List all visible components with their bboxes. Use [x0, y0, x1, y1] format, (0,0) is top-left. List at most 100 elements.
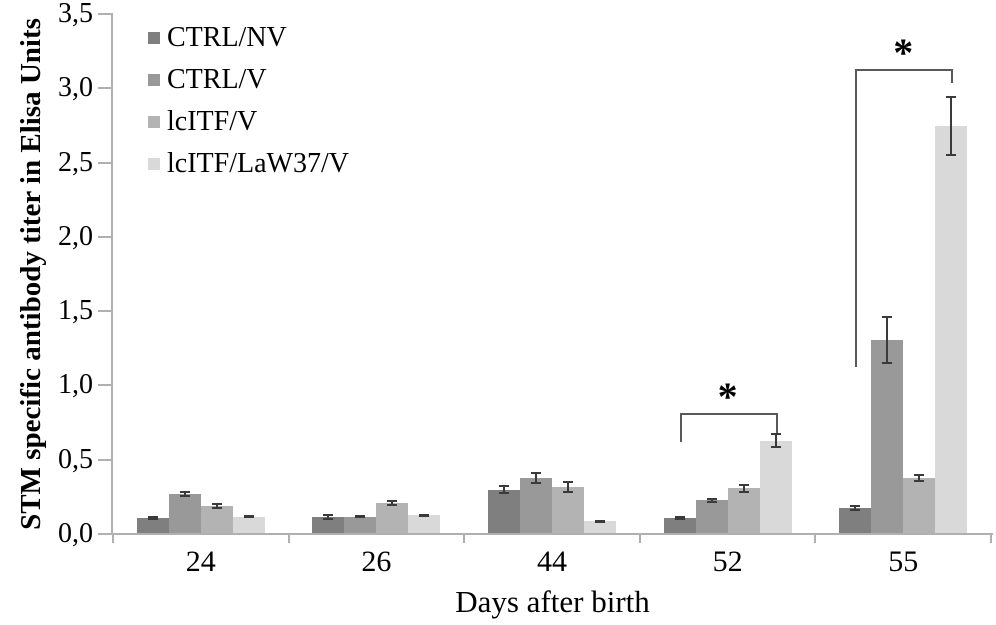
legend: CTRL/NV CTRL/V lcITF/V lcITF/LaW37/V [148, 22, 349, 190]
error-bar-line [151, 515, 154, 521]
significance-bracket-top [855, 69, 954, 72]
x-tick [638, 535, 641, 543]
legend-swatch-icon [148, 115, 160, 128]
bar [839, 507, 872, 533]
y-tick [98, 87, 111, 90]
y-tick-label: 2,0 [58, 220, 93, 252]
legend-label: lcITF/V [167, 106, 258, 137]
x-category-label: 55 [888, 545, 919, 578]
legend-swatch-icon [148, 73, 160, 86]
error-bar-cap-top [179, 491, 190, 494]
error-bar-line [567, 481, 569, 493]
error-bar-line [503, 485, 505, 495]
error-bar-line [710, 498, 713, 503]
error-bar-cap-bottom [706, 500, 717, 503]
error-bar-line [391, 500, 394, 507]
legend-label: lcITF/LaW37/V [167, 148, 349, 179]
legend-item: CTRL/NV [148, 22, 349, 53]
error-bar-cap-top [770, 433, 781, 436]
bar [759, 440, 792, 533]
x-tick [287, 535, 290, 543]
legend-item: lcITF/LaW37/V [148, 148, 349, 179]
bar [871, 339, 904, 533]
x-category-label: 44 [536, 545, 567, 578]
error-bar-cap-bottom [531, 481, 541, 484]
y-tick [98, 310, 111, 313]
bar [903, 478, 936, 533]
y-tick-label: 0,5 [58, 443, 93, 475]
bar [552, 486, 584, 533]
error-bar-cap-bottom [211, 507, 222, 510]
error-bar-cap-bottom [946, 153, 957, 156]
significance-bracket-top [679, 412, 778, 415]
x-axis-title: Days after birth [455, 584, 650, 619]
bar [935, 125, 968, 533]
error-bar-cap-top [499, 485, 509, 488]
y-tick [98, 384, 111, 387]
error-bar-cap-bottom [674, 518, 685, 521]
legend-swatch-icon [148, 157, 160, 170]
error-bar-cap-top [738, 483, 749, 486]
bar [200, 506, 233, 533]
error-bar-line [678, 515, 681, 521]
error-bar-line [918, 473, 921, 483]
error-bar-cap-bottom [738, 490, 749, 493]
error-bar-line [950, 96, 953, 156]
error-bar-cap-top [531, 472, 541, 475]
y-tick [98, 235, 111, 238]
error-bar-cap-top [850, 504, 861, 507]
error-bar-line [742, 483, 745, 493]
y-tick [98, 533, 111, 535]
error-bar-cap-bottom [147, 518, 158, 521]
error-bar-cap-top [706, 498, 717, 501]
error-bar-cap-top [147, 515, 158, 518]
significance-asterisk: * [717, 373, 738, 419]
legend-label: CTRL/NV [167, 22, 287, 53]
error-bar-cap-top [387, 500, 398, 503]
bar [408, 515, 441, 533]
error-bar-cap-bottom [179, 495, 190, 498]
error-bar-cap-bottom [243, 516, 254, 519]
x-axis-line [111, 533, 993, 535]
y-tick [98, 13, 111, 15]
bar [312, 516, 345, 533]
bar [727, 488, 760, 533]
error-bar-line [183, 491, 186, 498]
error-bar-line [215, 503, 218, 510]
error-bar-cap-bottom [499, 492, 509, 495]
x-tick [112, 535, 114, 543]
error-bar-cap-bottom [595, 520, 605, 523]
error-bar-cap-top [323, 513, 334, 516]
error-bar-line [327, 513, 330, 520]
error-bar-cap-bottom [323, 517, 334, 520]
y-tick [98, 458, 111, 461]
x-tick [463, 535, 466, 543]
error-bar-line [774, 433, 777, 449]
error-bar-cap-top [211, 503, 222, 506]
y-tick-label: 2,5 [58, 146, 93, 178]
x-category-label: 52 [712, 545, 743, 578]
bar [168, 494, 201, 533]
error-bar-line [854, 504, 857, 511]
bar [520, 478, 552, 533]
y-tick-label: 3,5 [58, 0, 93, 29]
bar [584, 521, 616, 533]
bar [376, 503, 409, 533]
error-bar-cap-top [882, 316, 893, 319]
error-bar-cap-bottom [563, 490, 573, 493]
x-tick [990, 535, 992, 543]
bar [695, 500, 728, 533]
error-bar-cap-top [946, 96, 957, 99]
error-bar-line [535, 472, 537, 484]
y-tick [98, 161, 111, 164]
bar [136, 518, 169, 533]
significance-bracket-left [855, 69, 858, 367]
error-bar-cap-top [563, 481, 573, 483]
error-bar-cap-top [914, 473, 925, 476]
significance-bracket-left [679, 412, 682, 443]
x-category-label: 24 [185, 545, 216, 578]
error-bar-cap-bottom [355, 516, 366, 519]
legend-item: CTRL/V [148, 64, 349, 95]
